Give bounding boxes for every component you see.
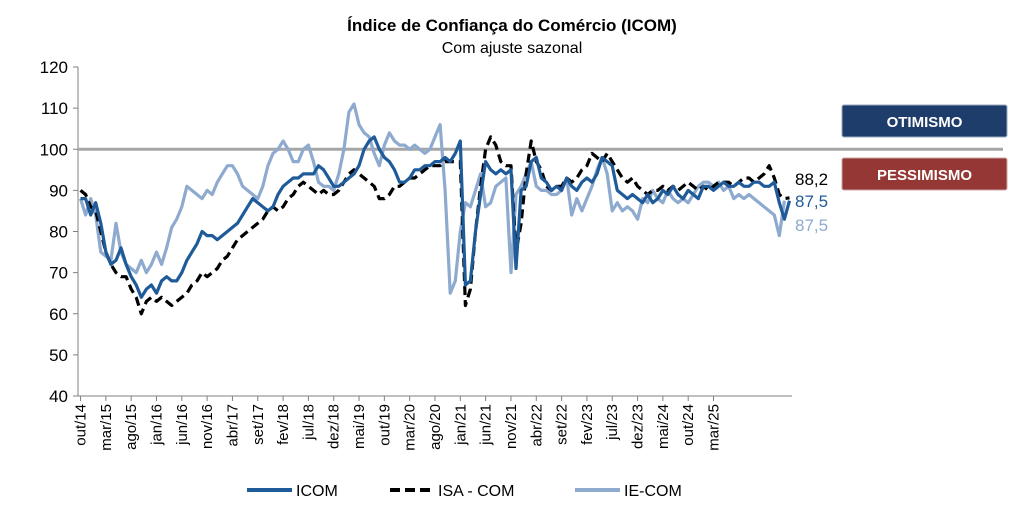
chart-subtitle: Com ajuste sazonal	[442, 40, 583, 57]
x-tick-label: fev/18	[275, 404, 292, 445]
x-axis: out/14 mar/15 ago/15 jan/16 jun/16 nov/16 abr/…	[73, 395, 792, 451]
series-line-icom	[80, 135, 792, 299]
x-tick-label: out/24	[680, 404, 697, 446]
end-label-icom: 87,5	[795, 192, 828, 211]
x-tick-label: nov/21	[503, 404, 520, 449]
x-tick-label: mai/19	[351, 404, 368, 449]
pessimismo-badge: PESSIMISMO	[841, 157, 1008, 191]
y-tick-label: 60	[49, 305, 68, 324]
y-tick-label: 70	[49, 264, 68, 283]
x-tick-label: set/17	[250, 404, 267, 445]
x-tick-label: mar/15	[98, 404, 115, 451]
x-tick-label: jun/21	[478, 404, 495, 446]
x-tick-label: ago/15	[123, 404, 140, 450]
y-tick-label: 80	[49, 223, 68, 242]
x-tick-label: jan/16	[148, 404, 165, 446]
legend-label-icom: ICOM	[296, 483, 338, 500]
x-tick-label: dez/18	[326, 404, 343, 449]
chart-title: Índice de Confiança do Comércio (ICOM)	[347, 16, 677, 35]
y-tick-label: 100	[40, 140, 68, 159]
end-label-isa: 88,2	[795, 170, 828, 189]
x-tick-label: out/14	[73, 404, 90, 446]
end-label-iecom: 87,5	[795, 216, 828, 235]
x-tick-label: dez/23	[630, 404, 647, 449]
x-tick-label: abr/17	[224, 404, 241, 447]
y-axis: 40 50 60 70 80 90 100 110 120	[40, 58, 79, 406]
legend: ICOM ISA - COM IE-COM	[247, 483, 682, 500]
x-tick-label: jan/21	[452, 404, 469, 446]
x-tick-label: nov/16	[199, 404, 216, 449]
otimismo-badge-label: OTIMISMO	[887, 114, 963, 131]
x-tick-label: fev/23	[579, 404, 596, 445]
y-tick-label: 40	[49, 387, 68, 406]
y-tick-label: 50	[49, 346, 68, 365]
x-tick-label: ago/20	[427, 404, 444, 450]
y-tick-label: 90	[49, 181, 68, 200]
pessimismo-badge-label: PESSIMISMO	[877, 167, 972, 184]
x-tick-label: jul/23	[604, 404, 621, 441]
x-tick-label: mai/24	[655, 404, 672, 449]
x-tick-label: abr/22	[528, 404, 545, 447]
y-tick-label: 120	[40, 58, 68, 77]
series-lines	[78, 102, 792, 316]
legend-label-iecom: IE-COM	[624, 483, 682, 500]
x-tick-label: jul/18	[300, 404, 317, 441]
x-tick-label: mar/25	[706, 404, 723, 451]
otimismo-badge-box	[841, 104, 1008, 138]
pessimismo-badge-box	[841, 157, 1008, 191]
x-tick-label: out/19	[376, 404, 393, 446]
x-tick-label: set/22	[554, 404, 571, 445]
legend-label-isa: ISA - COM	[438, 483, 514, 500]
x-tick-label: mar/20	[402, 404, 419, 451]
otimismo-badge: OTIMISMO	[841, 104, 1008, 138]
x-tick-label: jun/16	[174, 404, 191, 446]
y-tick-label: 110	[41, 99, 68, 118]
